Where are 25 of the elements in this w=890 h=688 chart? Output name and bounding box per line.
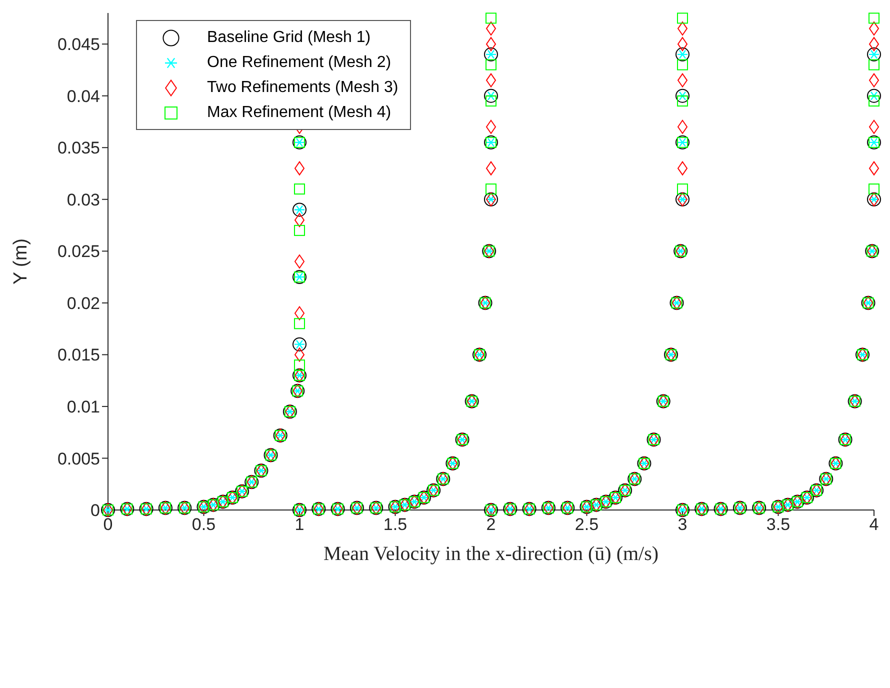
x-axis-title: Mean Velocity in the x-direction (ū) (m/s) xyxy=(323,543,659,565)
legend-label: Baseline Grid (Mesh 1) xyxy=(207,28,371,46)
x-tick-label: 1.5 xyxy=(383,515,408,534)
x-tick-label: 3.5 xyxy=(766,515,790,534)
y-tick-label: 0.025 xyxy=(57,242,100,262)
legend-label: Max Refinement (Mesh 4) xyxy=(207,104,392,122)
x-tick-label: 3 xyxy=(678,515,688,534)
y-axis-title: Y (m) xyxy=(10,238,32,285)
y-tick-label: 0.035 xyxy=(57,138,100,158)
x-tick-label: 2.5 xyxy=(574,515,599,534)
y-tick-label: 0.02 xyxy=(66,294,100,313)
x-tick-label: 4 xyxy=(869,515,879,534)
x-tick-label: 0 xyxy=(103,515,113,534)
legend-label: One Refinement (Mesh 2) xyxy=(207,54,392,72)
x-tick-label: 1 xyxy=(294,515,304,534)
legend-label: Two Refinements (Mesh 3) xyxy=(207,78,398,96)
y-tick-label: 0.005 xyxy=(57,449,100,468)
y-tick-label: 0 xyxy=(90,501,100,520)
x-tick-label: 0.5 xyxy=(192,515,216,534)
y-tick-label: 0.04 xyxy=(66,86,100,106)
y-tick-label: 0.015 xyxy=(57,346,100,365)
y-tick-label: 0.01 xyxy=(66,397,100,416)
y-tick-label: 0.03 xyxy=(66,190,100,210)
x-tick-label: 2 xyxy=(486,515,496,534)
y-tick-label: 0.045 xyxy=(57,35,100,54)
